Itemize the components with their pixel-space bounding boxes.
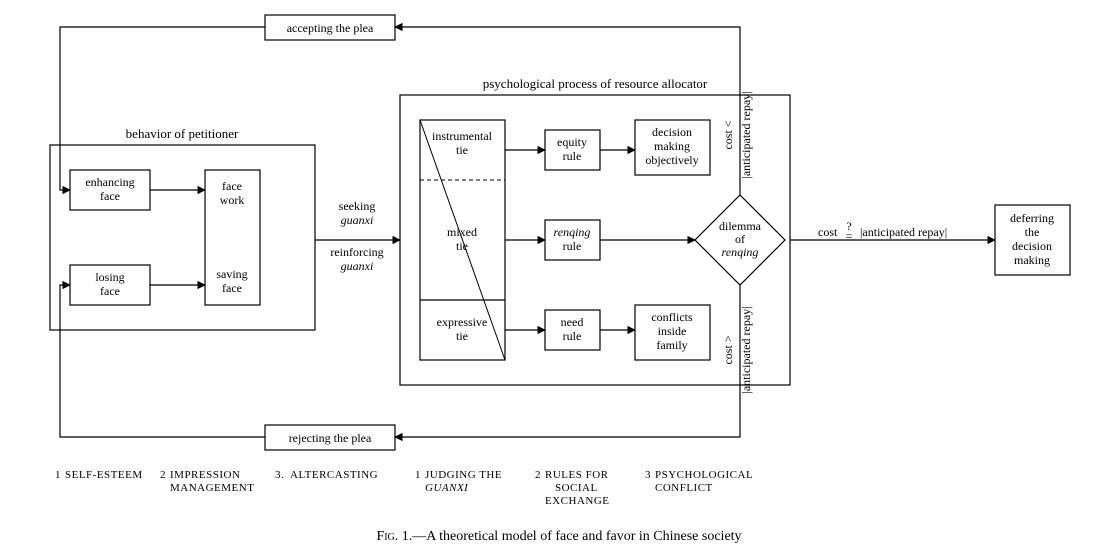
idx-2-txt2: MANAGEMENT (170, 482, 254, 494)
node-face-work-l2: work (220, 193, 245, 207)
label-equity-1: equity (557, 135, 587, 149)
group-petitioner-label: behavior of petitioner (126, 126, 239, 141)
label-dilemma-2: of (735, 232, 745, 246)
label-defer-4: making (1014, 253, 1050, 267)
idx-5-num: 2 (535, 469, 541, 481)
label-instrumental-1: instrumental (432, 129, 493, 143)
label-expressive-2: tie (456, 329, 468, 343)
label-accepting: accepting the plea (287, 21, 374, 35)
label-cost-gt-cost: cost > (721, 335, 735, 364)
idx-4-num: 1 (415, 469, 421, 481)
label-instrumental-2: tie (456, 143, 468, 157)
label-need-1: need (561, 315, 584, 329)
label-expressive-1: expressive (437, 315, 488, 329)
idx-2-txt1: IMPRESSION (170, 469, 240, 481)
node-dilemma: dilemma of renqing (695, 195, 785, 285)
label-renqing-2: rule (563, 239, 582, 253)
label-guanxi-2: guanxi (341, 259, 374, 273)
node-face-work-l1: face (222, 179, 242, 193)
label-decobj-2: making (654, 139, 690, 153)
caption-prefix: Fig. 1.— (376, 529, 427, 544)
node-losing-face-l1: losing (95, 270, 124, 284)
label-cost-gt-abs: |anticipated repay| (739, 306, 753, 393)
node-enhancing-face-l2: face (100, 189, 120, 203)
label-cost-lt-abs: |anticipated repay| (739, 91, 753, 178)
label-renqing-1: renqing (554, 225, 591, 239)
label-dilemma-1: dilemma (719, 219, 762, 233)
group-petitioner: behavior of petitioner enhancing face lo… (50, 126, 315, 330)
label-conf-2: inside (658, 324, 687, 338)
idx-6-txt1: PSYCHOLOGICAL (655, 469, 753, 481)
label-dilemma-3: renqing (722, 245, 759, 259)
label-defer-2: the (1025, 225, 1040, 239)
idx-1-txt: SELF-ESTEEM (65, 469, 143, 481)
idx-4-txt1: JUDGING THE (425, 469, 502, 481)
label-cost-eq-abs: |anticipated repay| (860, 225, 947, 239)
idx-5-txt2: SOCIAL (555, 482, 598, 494)
idx-1-num: 1 (55, 469, 61, 481)
label-cost-lt-cost: cost < (721, 120, 735, 149)
idx-5-txt3: EXCHANGE (545, 495, 610, 507)
label-defer-3: decision (1012, 239, 1052, 253)
flowchart-diagram: behavior of petitioner enhancing face lo… (0, 0, 1118, 554)
group-allocator-label: psychological process of resource alloca… (483, 76, 708, 91)
edge-petitioner-to-allocator: seeking guanxi reinforcing guanxi (315, 199, 400, 273)
label-decobj-1: decision (652, 125, 692, 139)
node-saving-face-l1: saving (216, 267, 247, 281)
label-defer-1: deferring (1010, 211, 1054, 225)
idx-4-txt2: GUANXI (425, 482, 469, 494)
idx-3-txt: ALTERCASTING (290, 469, 378, 481)
idx-6-num: 3 (645, 469, 651, 481)
idx-6-txt2: CONFLICT (655, 482, 713, 494)
idx-5-txt1: RULES FOR (545, 469, 609, 481)
idx-2-num: 2 (160, 469, 166, 481)
label-rejecting: rejecting the plea (289, 431, 372, 445)
label-need-2: rule (563, 329, 582, 343)
label-equity-2: rule (563, 149, 582, 163)
edge-dilemma-to-deferring: cost ? = |anticipated repay| (790, 219, 995, 243)
label-reinforcing: reinforcing (330, 245, 383, 259)
node-saving-face-l2: face (222, 281, 242, 295)
figure-caption: Fig. 1.—A theoretical model of face and … (376, 529, 741, 544)
label-mixed-2: tie (456, 239, 468, 253)
node-enhancing-face-l1: enhancing (85, 175, 134, 189)
label-seeking: seeking (339, 199, 376, 213)
label-conf-1: conflicts (651, 310, 693, 324)
index-row: 1 SELF-ESTEEM 2 IMPRESSION MANAGEMENT 3.… (55, 469, 753, 507)
label-cost-eq-cost: cost (818, 225, 838, 239)
node-losing-face-l2: face (100, 284, 120, 298)
label-mixed-1: mixed (447, 225, 477, 239)
label-conf-3: family (656, 338, 687, 352)
label-decobj-3: objectively (645, 153, 698, 167)
idx-3-num: 3. (275, 469, 284, 481)
caption-text: A theoretical model of face and favor in… (426, 529, 741, 544)
label-guanxi-1: guanxi (341, 213, 374, 227)
label-cost-eq-eq: = (846, 229, 853, 243)
